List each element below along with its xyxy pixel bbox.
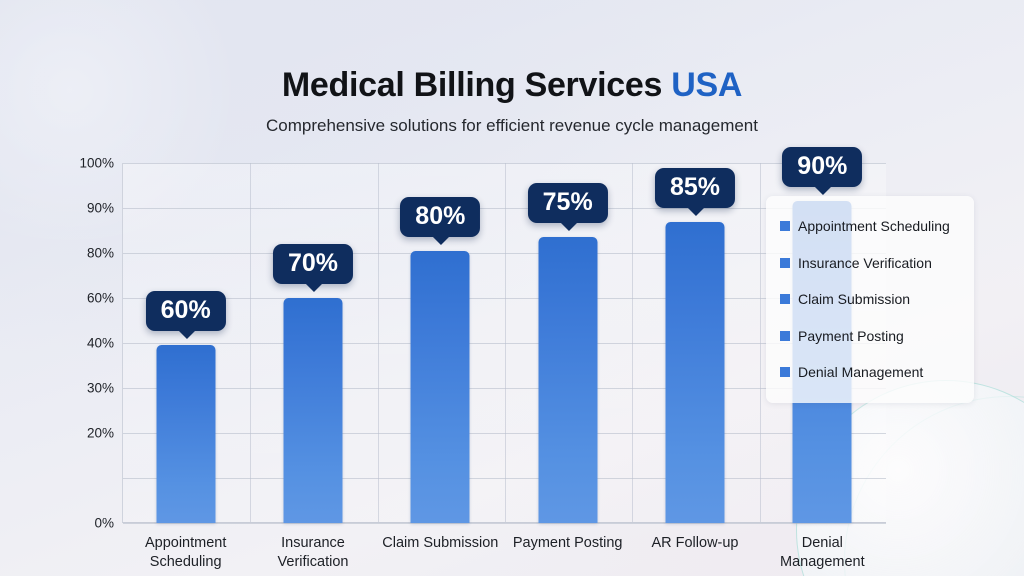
bar-slot: 85%	[631, 163, 758, 523]
bar[interactable]	[156, 344, 216, 523]
legend-item-label: Insurance Verification	[798, 254, 932, 271]
y-axis-tick-label: 60%	[86, 290, 114, 306]
y-axis-tick-label: 30%	[86, 380, 114, 396]
legend-item[interactable]: Payment Posting	[780, 318, 974, 355]
horizontal-gridline	[123, 163, 886, 164]
horizontal-gridline	[123, 343, 886, 344]
legend-item[interactable]: Appointment Scheduling	[780, 208, 974, 245]
bar[interactable]	[283, 298, 343, 523]
x-axis-category-label: AR Follow-up	[651, 535, 739, 551]
page-title: Medical Billing Services USA	[0, 66, 1024, 105]
bar-slot: 75%	[504, 163, 631, 523]
legend-item[interactable]: Claim Submission	[780, 281, 974, 318]
x-axis-category-label: Insurance Verification	[277, 535, 349, 570]
legend-swatch-icon	[780, 221, 790, 232]
bar[interactable]	[665, 222, 725, 523]
vertical-gridline	[505, 163, 506, 522]
legend-item-label: Payment Posting	[798, 327, 904, 344]
legend-item-label: Appointment Scheduling	[798, 218, 950, 235]
horizontal-gridline	[123, 478, 886, 479]
horizontal-gridline	[123, 298, 886, 299]
legend-item-label: Claim Submission	[798, 291, 911, 308]
legend-item[interactable]: Insurance Verification	[780, 245, 974, 282]
chart-plot-area	[122, 163, 886, 524]
horizontal-gridline	[123, 523, 886, 524]
bar-value-label: 60%	[145, 290, 226, 339]
legend-item[interactable]: Denial Management	[780, 354, 974, 391]
bar-value-label: 75%	[527, 182, 608, 231]
legend-swatch-icon	[780, 294, 790, 305]
horizontal-gridline	[123, 388, 886, 389]
y-axis-tick-label: 40%	[86, 335, 114, 351]
legend-swatch-icon	[780, 367, 790, 378]
y-axis-tick-label: 90%	[86, 200, 114, 216]
horizontal-gridline	[123, 208, 886, 209]
horizontal-gridline	[123, 253, 886, 254]
bar-slot: 70%	[249, 163, 376, 523]
x-axis-category-label: Appointment Scheduling	[144, 535, 227, 570]
legend-swatch-icon	[780, 330, 790, 341]
bar-slot: 60%	[122, 163, 249, 523]
y-axis: 100% 90% 80% 60% 40% 30% 20% 0%	[40, 156, 114, 531]
legend-item-label: Denial Management	[798, 364, 924, 381]
vertical-gridline	[759, 163, 761, 522]
bar-value-label: 90%	[782, 146, 863, 195]
x-axis-category-label: Payment Posting	[512, 535, 623, 551]
bar[interactable]	[410, 251, 470, 523]
page-title-accent: USA	[671, 66, 743, 104]
legend-swatch-icon	[780, 257, 790, 268]
y-axis-tick-label: 80%	[86, 245, 114, 261]
page-subtitle: Comprehensive solutions for efficient re…	[265, 116, 758, 135]
vertical-gridline	[632, 163, 634, 522]
x-axis-labels: Appointment Scheduling Insurance Verificati…	[122, 534, 886, 576]
y-axis-tick-label: 0%	[94, 515, 114, 531]
bar[interactable]	[538, 236, 598, 523]
bar-slot: 80%	[377, 163, 504, 523]
page-title-main: Medical Billing Services	[281, 66, 672, 104]
x-axis-category-label: Claim Submission	[382, 535, 499, 551]
y-axis-tick-label: 100%	[79, 155, 114, 171]
vertical-gridline	[377, 163, 379, 522]
y-axis-tick-label: 20%	[86, 425, 114, 441]
x-axis-category-label: Denial Management	[780, 535, 865, 570]
bar-value-label: 80%	[400, 197, 481, 246]
bar-value-label: 85%	[654, 168, 736, 217]
horizontal-gridline	[123, 433, 886, 434]
chart-legend[interactable]: Appointment Scheduling Insurance Verifica…	[766, 196, 974, 403]
bar-value-label: 70%	[272, 244, 354, 292]
vertical-gridline	[250, 163, 252, 522]
